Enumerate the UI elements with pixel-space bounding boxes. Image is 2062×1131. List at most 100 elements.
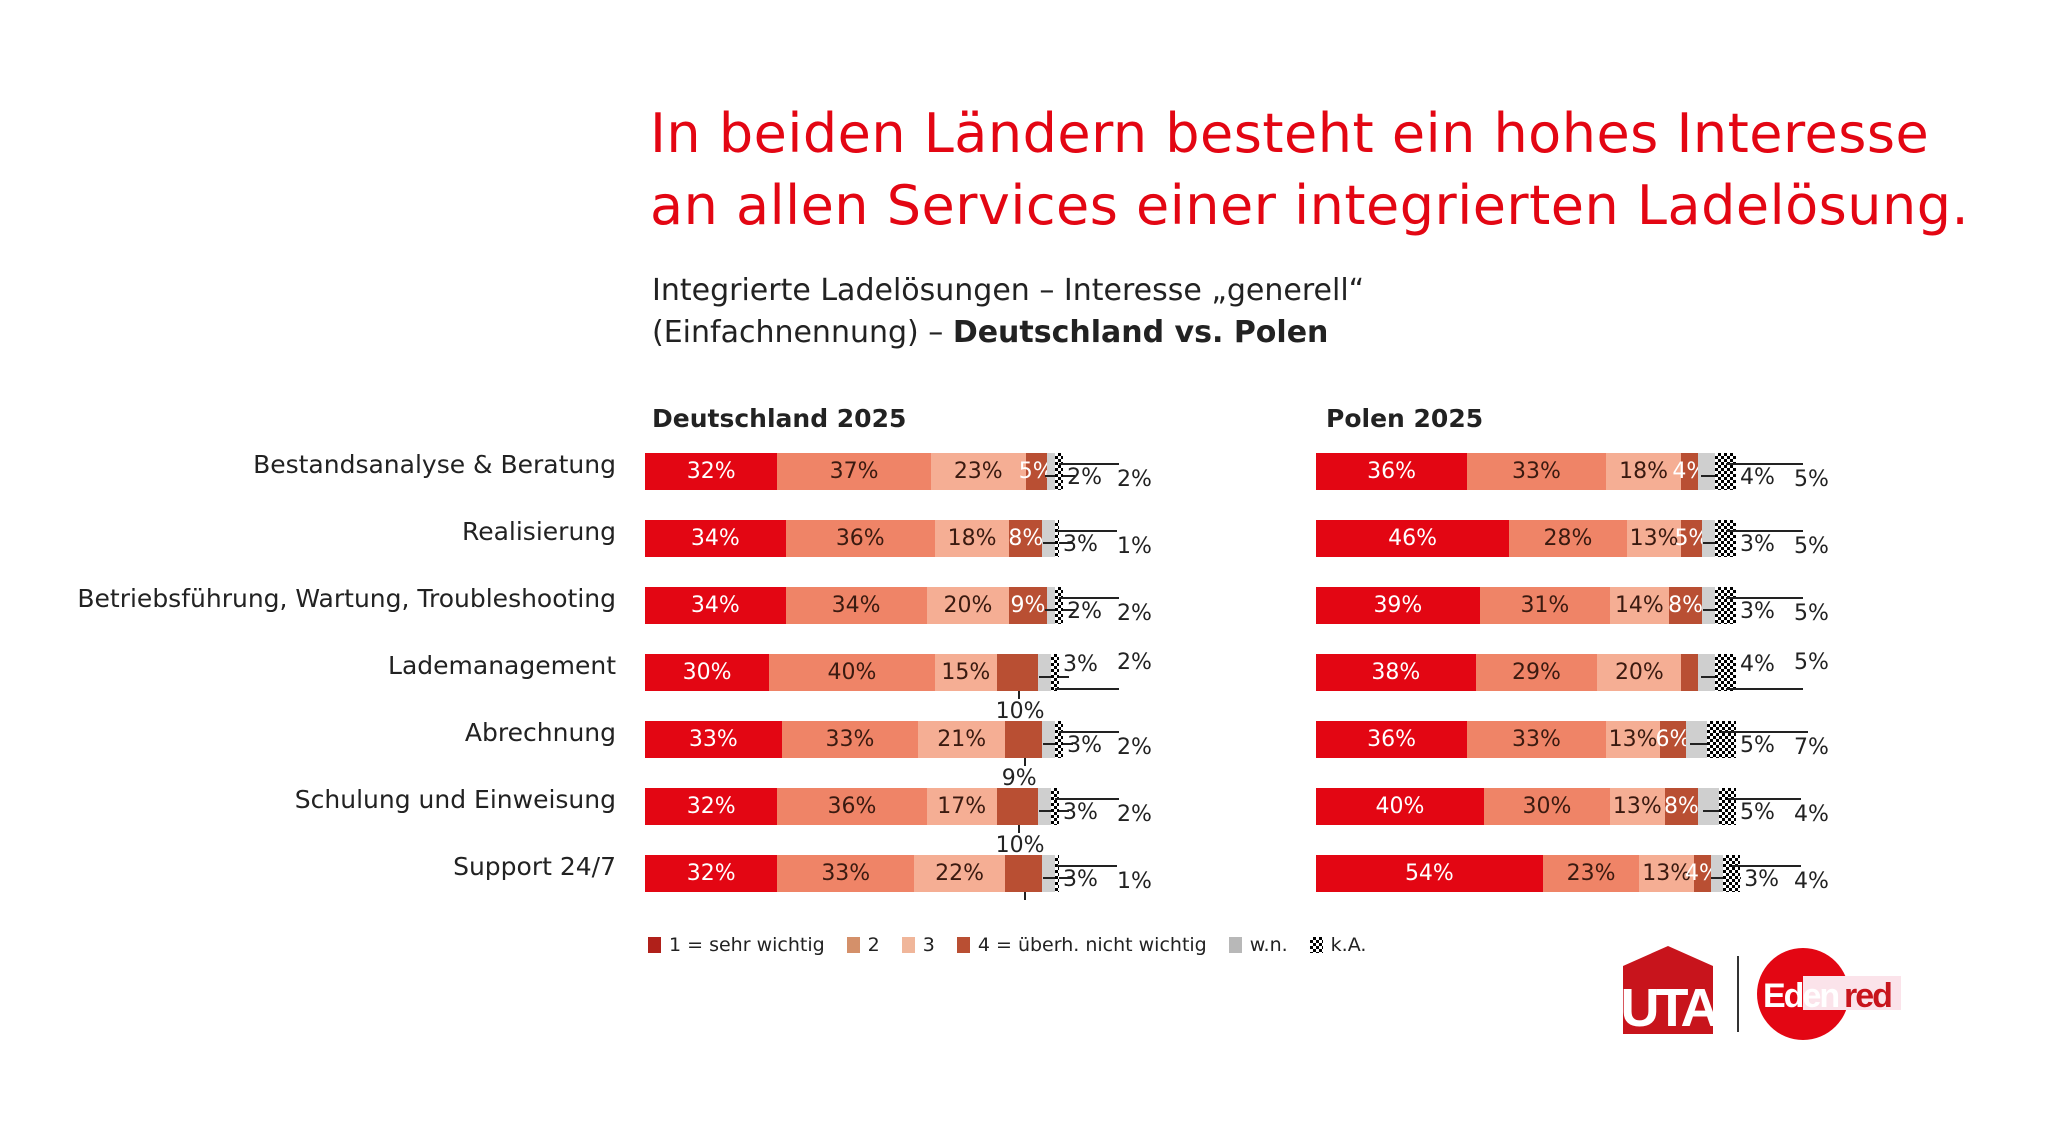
wn-label: 3% xyxy=(1063,867,1098,892)
bar-segment xyxy=(1038,788,1051,825)
bar-segment: 36% xyxy=(785,520,935,557)
wn-label: 3% xyxy=(1063,532,1098,557)
bar-segment: 18% xyxy=(934,520,1010,557)
bar-segment: 4% xyxy=(1672,453,1707,490)
bar-segment: 6% xyxy=(1656,721,1690,758)
bar-segment: 8% xyxy=(1668,587,1703,624)
bar-segment: 39% xyxy=(1316,587,1480,624)
bar-segment: 33% xyxy=(1467,721,1606,758)
bar-segment xyxy=(1042,721,1055,758)
edenred-logo: Eden red xyxy=(1757,948,1901,1040)
wn-label: 3% xyxy=(1744,867,1780,892)
leader-line xyxy=(1725,688,1804,690)
legend-swatch xyxy=(648,937,661,953)
wn-label: 4% xyxy=(1740,465,1775,490)
leader-line xyxy=(1721,731,1808,733)
bar-segment xyxy=(1054,721,1064,758)
bar-segment: 34% xyxy=(645,587,786,624)
ka-label: 4% xyxy=(1794,869,1829,894)
bar-segment xyxy=(1050,654,1059,691)
ka-label: 1% xyxy=(1117,869,1152,894)
panel-title-polen: Polen 2025 xyxy=(1326,404,1484,433)
bar-segment: 13% xyxy=(1605,721,1661,758)
ka-label: 2% xyxy=(1117,735,1152,760)
bar-segment xyxy=(1702,587,1715,624)
legend-item-2: 2 xyxy=(846,934,880,956)
bar-segment: 13% xyxy=(1626,520,1682,557)
bar-segment xyxy=(1715,587,1736,624)
bar-segment xyxy=(996,788,1039,825)
bar-segment xyxy=(1054,453,1064,490)
bar-segment: 22% xyxy=(914,855,1006,892)
leader-line xyxy=(1727,798,1802,800)
label-tick xyxy=(1017,691,1020,699)
leader-line xyxy=(1731,865,1802,867)
legend-swatch xyxy=(846,937,860,953)
bar-segment: 4% xyxy=(1685,855,1720,892)
bar-segment xyxy=(1681,654,1699,691)
label-tick xyxy=(1017,825,1020,833)
ka-label: 2% xyxy=(1117,650,1152,675)
ka-label: 5% xyxy=(1794,650,1829,675)
wn-label: 2% xyxy=(1067,465,1103,490)
bar-segment xyxy=(1046,587,1055,624)
bar-segment: 8% xyxy=(1664,788,1699,825)
bar-segment xyxy=(1698,788,1720,825)
legend-swatch xyxy=(901,937,915,953)
leader-line xyxy=(1725,463,1804,465)
category-label: Abrechnung xyxy=(464,718,616,747)
bar-segment: 33% xyxy=(1467,453,1606,490)
bar-segment: 46% xyxy=(1316,520,1510,557)
category-label: Betriebsführung, Wartung, Troubleshootin… xyxy=(77,584,616,613)
legend-label: 1 = sehr wichtig xyxy=(669,934,825,956)
bar-segment: 33% xyxy=(777,855,915,892)
legend-label: w.n. xyxy=(1249,934,1288,956)
leader-line xyxy=(1690,743,1721,745)
legend: 1 = sehr wichtig 2 3 4 = überh. nicht wi… xyxy=(648,934,1366,956)
legend-item-ka: k.A. xyxy=(1309,934,1366,956)
leader-line xyxy=(1059,463,1120,465)
category-label: Bestandsanalyse & Beratung xyxy=(253,450,616,479)
leader-line xyxy=(1054,688,1120,690)
bar-segment: 34% xyxy=(645,520,786,557)
subtitle-line-1: Integrierte Ladelösungen – Interesse „ge… xyxy=(652,273,1365,308)
legend-item-1: 1 = sehr wichtig xyxy=(648,934,825,956)
bar-segment: 20% xyxy=(926,587,1010,624)
wn-label: 3% xyxy=(1063,652,1098,677)
legend-item-wn: w.n. xyxy=(1228,934,1288,956)
bar-segment: 8% xyxy=(1008,520,1043,557)
wn-label: 5% xyxy=(1740,800,1775,825)
bar-segment xyxy=(1054,587,1064,624)
ka-label: 4% xyxy=(1794,802,1829,827)
bar-segment: 14% xyxy=(1610,587,1669,624)
ka-label: 1% xyxy=(1117,534,1152,559)
title-line-1: In beiden Ländern besteht ein hohes Inte… xyxy=(650,102,1930,165)
subtitle: Integrierte Ladelösungen – Interesse „ge… xyxy=(652,270,1364,354)
wn-label: 3% xyxy=(1740,532,1775,557)
leader-line xyxy=(1059,731,1120,733)
bar-segment: 37% xyxy=(777,453,931,490)
bar-segment: 54% xyxy=(1316,855,1543,892)
legend-item-4: 4 = überh. nicht wichtig xyxy=(956,934,1207,956)
category-label: Lademanagement xyxy=(388,651,616,680)
bar-segment: 34% xyxy=(785,587,927,624)
wn-label: 4% xyxy=(1740,652,1775,677)
label-tick xyxy=(1023,758,1026,766)
bar-segment: 28% xyxy=(1509,520,1627,557)
bar-segment: 13% xyxy=(1639,855,1694,892)
bar-segment: 30% xyxy=(1484,788,1610,825)
bar-segment xyxy=(1054,855,1059,892)
bar-segment: 13% xyxy=(1610,788,1665,825)
bar-segment xyxy=(1702,520,1715,557)
bar-segment: 20% xyxy=(1597,654,1682,691)
bar-segment xyxy=(1715,520,1736,557)
subtitle-prefix: (Einfachnennung) – xyxy=(652,315,953,350)
logo: UTA Eden red xyxy=(1618,944,1918,1048)
ka-label: 5% xyxy=(1794,467,1829,492)
ka-label: 2% xyxy=(1117,802,1152,827)
legend-label: 3 xyxy=(922,934,935,956)
bar-segment xyxy=(1715,654,1736,691)
subtitle-bold: Deutschland vs. Polen xyxy=(952,315,1329,350)
leader-line xyxy=(1054,798,1120,800)
bar-segment xyxy=(1050,788,1059,825)
